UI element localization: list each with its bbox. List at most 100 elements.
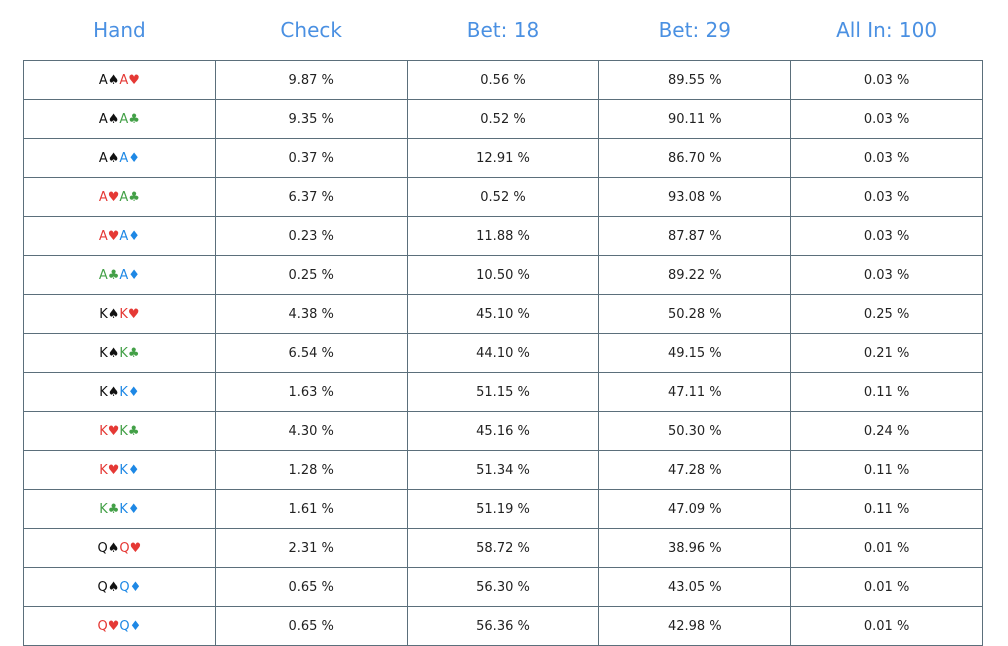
frequency-cell: 0.03 %	[790, 60, 983, 100]
frequency-cell: 0.52 %	[406, 99, 600, 139]
frequency-cell: 50.28 %	[598, 294, 792, 334]
frequency-cell: 0.37 %	[214, 138, 408, 178]
card: K♠	[99, 306, 120, 322]
frequency-cell: 51.34 %	[406, 450, 600, 490]
frequency-cell: 51.15 %	[406, 372, 600, 412]
hand-cell: K♠K♥	[23, 294, 216, 334]
range-table: Hand Check Bet: 18 Bet: 29 All In: 100 A♠A♥ 9…	[23, 0, 983, 646]
frequency-cell: 6.37 %	[214, 177, 408, 217]
frequency-cell: 4.30 %	[214, 411, 408, 451]
hand-cell: K♠K♦	[23, 372, 216, 412]
frequency-cell: 0.21 %	[790, 333, 983, 373]
frequency-cell: 93.08 %	[598, 177, 792, 217]
frequency-cell: 56.36 %	[406, 606, 600, 646]
card: K♠	[99, 345, 120, 361]
card: K♠	[99, 384, 120, 400]
card: K♥	[99, 462, 120, 478]
frequency-cell: 45.10 %	[406, 294, 600, 334]
column-header: Bet: 18	[466, 18, 540, 42]
hand-cell: A♠A♣	[23, 99, 216, 139]
card: A♣	[98, 267, 120, 283]
card: A♦	[119, 267, 140, 283]
frequency-cell: 1.28 %	[214, 450, 408, 490]
frequency-cell: 47.09 %	[598, 489, 792, 529]
card: Q♥	[97, 618, 120, 634]
frequency-cell: 38.96 %	[598, 528, 792, 568]
table-row: K♥K♣ 4.30 % 45.16 % 50.30 % 0.24 %	[23, 411, 983, 451]
column-header: Check	[280, 18, 342, 42]
card: Q♦	[119, 579, 142, 595]
card: A♦	[119, 150, 140, 166]
frequency-cell: 87.87 %	[598, 216, 792, 256]
table-body: A♠A♥ 9.87 % 0.56 % 89.55 % 0.03 % A♠A♣ 9.35 % 0…	[23, 60, 983, 646]
hand-cell: A♥A♦	[23, 216, 216, 256]
frequency-cell: 49.15 %	[598, 333, 792, 373]
frequency-cell: 43.05 %	[598, 567, 792, 607]
frequency-cell: 47.28 %	[598, 450, 792, 490]
card: K♣	[119, 345, 140, 361]
frequency-cell: 89.22 %	[598, 255, 792, 295]
frequency-cell: 0.03 %	[790, 177, 983, 217]
frequency-cell: 58.72 %	[406, 528, 600, 568]
hand-cell: K♥K♣	[23, 411, 216, 451]
hand-cell: K♠K♣	[23, 333, 216, 373]
frequency-cell: 2.31 %	[214, 528, 408, 568]
frequency-cell: 47.11 %	[598, 372, 792, 412]
table-row: A♠A♦ 0.37 % 12.91 % 86.70 % 0.03 %	[23, 138, 983, 178]
table-row: K♠K♦ 1.63 % 51.15 % 47.11 % 0.11 %	[23, 372, 983, 412]
table-row: K♣K♦ 1.61 % 51.19 % 47.09 % 0.11 %	[23, 489, 983, 529]
column-header: All In: 100	[836, 18, 938, 42]
frequency-cell: 90.11 %	[598, 99, 792, 139]
hand-cell: Q♠Q♥	[23, 528, 216, 568]
card: A♥	[98, 228, 120, 244]
frequency-cell: 0.23 %	[214, 216, 408, 256]
frequency-cell: 0.01 %	[790, 606, 983, 646]
hand-cell: A♥A♣	[23, 177, 216, 217]
card: K♣	[99, 501, 120, 517]
card: Q♥	[119, 540, 142, 556]
table-row: K♥K♦ 1.28 % 51.34 % 47.28 % 0.11 %	[23, 450, 983, 490]
frequency-cell: 6.54 %	[214, 333, 408, 373]
hand-cell: A♠A♥	[23, 60, 216, 100]
frequency-cell: 1.61 %	[214, 489, 408, 529]
hand-cell: K♣K♦	[23, 489, 216, 529]
frequency-cell: 0.03 %	[790, 216, 983, 256]
frequency-cell: 44.10 %	[406, 333, 600, 373]
frequency-cell: 0.03 %	[790, 99, 983, 139]
card: A♣	[119, 111, 140, 127]
card: A♥	[98, 189, 120, 205]
table-row: A♥A♦ 0.23 % 11.88 % 87.87 % 0.03 %	[23, 216, 983, 256]
card: A♠	[98, 150, 120, 166]
table-row: K♠K♥ 4.38 % 45.10 % 50.28 % 0.25 %	[23, 294, 983, 334]
column-header: Hand	[93, 18, 146, 42]
frequency-cell: 0.01 %	[790, 528, 983, 568]
frequency-cell: 0.03 %	[790, 138, 983, 178]
frequency-cell: 89.55 %	[598, 60, 792, 100]
frequency-cell: 0.25 %	[790, 294, 983, 334]
card: K♥	[99, 423, 120, 439]
frequency-cell: 0.11 %	[790, 489, 983, 529]
card: A♠	[98, 111, 120, 127]
frequency-cell: 86.70 %	[598, 138, 792, 178]
table-row: Q♠Q♦ 0.65 % 56.30 % 43.05 % 0.01 %	[23, 567, 983, 607]
card: Q♠	[97, 579, 120, 595]
card: Q♠	[97, 540, 120, 556]
frequency-cell: 42.98 %	[598, 606, 792, 646]
frequency-cell: 0.65 %	[214, 606, 408, 646]
table-row: K♠K♣ 6.54 % 44.10 % 49.15 % 0.21 %	[23, 333, 983, 373]
frequency-cell: 0.11 %	[790, 372, 983, 412]
table-row: A♣A♦ 0.25 % 10.50 % 89.22 % 0.03 %	[23, 255, 983, 295]
card: A♠	[98, 72, 120, 88]
frequency-cell: 0.25 %	[214, 255, 408, 295]
table-row: A♥A♣ 6.37 % 0.52 % 93.08 % 0.03 %	[23, 177, 983, 217]
table-row: A♠A♥ 9.87 % 0.56 % 89.55 % 0.03 %	[23, 60, 983, 100]
hand-cell: Q♠Q♦	[23, 567, 216, 607]
hand-cell: A♣A♦	[23, 255, 216, 295]
frequency-cell: 0.03 %	[790, 255, 983, 295]
frequency-cell: 50.30 %	[598, 411, 792, 451]
frequency-cell: 51.19 %	[406, 489, 600, 529]
frequency-cell: 0.24 %	[790, 411, 983, 451]
frequency-cell: 0.01 %	[790, 567, 983, 607]
table-row: Q♥Q♦ 0.65 % 56.36 % 42.98 % 0.01 %	[23, 606, 983, 646]
